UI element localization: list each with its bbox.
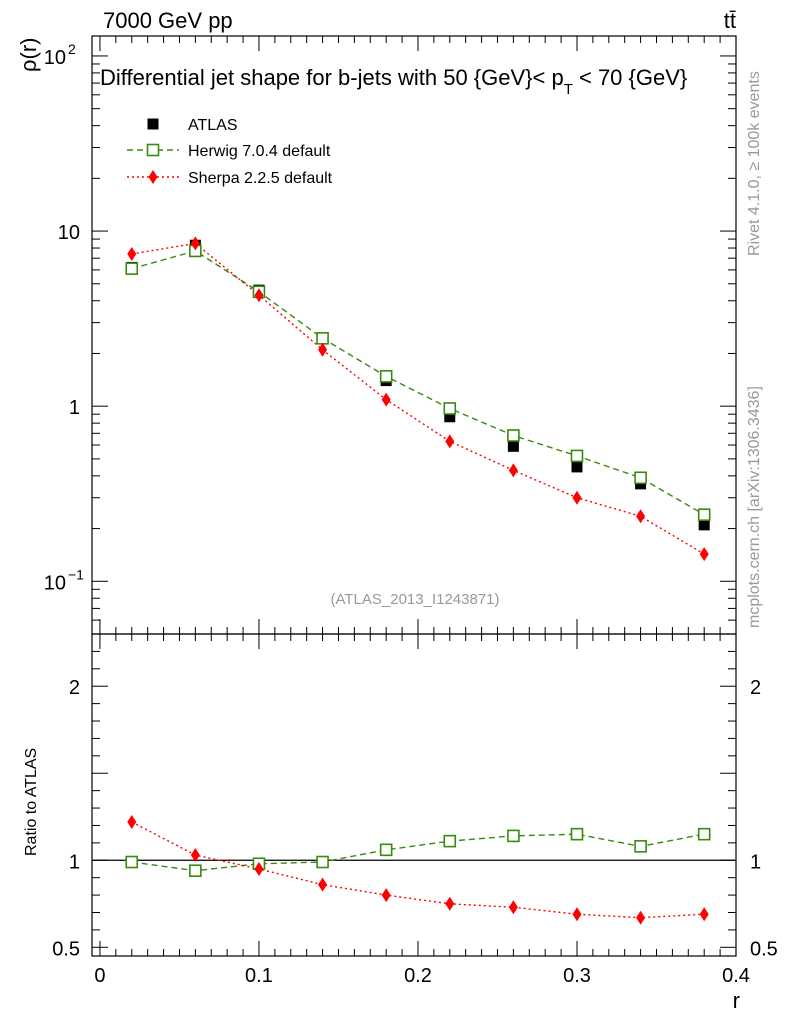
sherpa-legend-marker [148,170,158,184]
herwig-ratio-point [570,827,584,841]
atlas-point [507,440,519,452]
herwig-legend-marker [146,143,160,157]
y-tick-label: 10 [58,222,80,244]
herwig-point [379,370,393,383]
atlas-legend-marker [147,118,159,130]
sherpa-point [190,236,200,251]
ratio-y-tick-label-right: 1 [750,851,761,873]
sherpa-ratio-point [508,900,518,915]
y-tick-label: 10 [44,47,66,69]
y-tick-label: 10 [44,572,66,594]
ratio-y-tick-label: 1 [69,851,80,873]
sherpa-ratio-point [318,877,328,892]
herwig-ratio-point [379,843,393,857]
sherpa-point [318,342,328,357]
herwig-line-ratio [131,833,705,872]
herwig-ratio-point [443,834,457,848]
sherpa-ratio-point [699,907,709,922]
x-tick-label: 0.2 [404,965,432,987]
sherpa-point [699,547,709,562]
herwig-point [634,471,647,485]
herwig-ratio-point [634,840,647,853]
series-lines [131,242,705,919]
herwig-ratio-point [697,827,711,841]
atlas-point [698,519,710,531]
sherpa-ratio-point [190,848,200,863]
x-tick-label: 0.1 [245,965,273,987]
y-tick-exponent: −1 [68,566,84,582]
analysis-watermark: (ATLAS_2013_I1243871) [330,591,499,608]
chart-title: Differential jet shape for b-jets with 5… [100,65,687,98]
sherpa-point [127,246,137,261]
sherpa-line-main [131,242,705,555]
atlas-point [444,411,456,423]
title-subscript: T [564,81,573,98]
herwig-point [697,508,711,522]
ratio-panel-frame [91,633,737,957]
process-label: tt̄ [724,8,736,33]
herwig-legend-label: Herwig 7.0.4 default [188,143,331,160]
sherpa-ratio-point [381,888,391,903]
herwig-ratio-point [125,855,139,869]
sherpa-ratio-point [572,907,582,922]
y-axis-label-main: ρ(r) [16,38,41,73]
mcplots-source-label: mcplots.cern.ch [arXiv:1306.3436] [746,386,763,628]
energy-label: 7000 GeV pp [103,8,233,33]
sherpa-point [572,490,582,505]
ratio-y-tick-label: 2 [69,677,80,699]
sherpa-line-ratio [131,821,705,919]
ratio-y-tick-label: 0.5 [52,938,80,960]
title-main: Differential jet shape for b-jets with 5… [100,65,564,90]
herwig-ratio-point [507,829,520,843]
x-axis-label: r [733,988,740,1013]
herwig-point [507,429,520,442]
series-markers [125,236,711,925]
herwig-ratio-point [316,855,329,869]
sherpa-ratio-point [127,814,137,829]
ratio-y-tick-label-right: 2 [750,677,761,699]
x-tick-label: 0.4 [722,965,750,987]
y-tick-label: 1 [69,397,80,419]
atlas-point [571,461,583,473]
atlas-legend-label: ATLAS [188,117,238,134]
herwig-point [570,449,584,463]
sherpa-ratio-point [636,910,646,925]
sherpa-legend-label: Sherpa 2.2.5 default [188,170,333,187]
ratio-y-tick-label-right: 0.5 [750,938,778,960]
sherpa-ratio-point [254,861,264,876]
sherpa-point [636,509,646,524]
panel-frames [91,35,737,957]
herwig-point [443,402,457,415]
title-tail: < 70 {GeV} [573,65,687,90]
sherpa-point [445,434,455,449]
herwig-point [316,332,329,345]
herwig-line-main [131,250,705,516]
ratio-panel-ticks: 0 0.1 0.2 0.3 0.40.5 0.51 12 2 [52,633,778,987]
x-tick-label: 0.3 [563,965,591,987]
x-tick-label: 0 [94,965,105,987]
sherpa-point [381,392,391,407]
y-axis-label-ratio: Ratio to ATLAS [23,748,40,856]
sherpa-point [254,288,264,303]
rivet-version-label: Rivet 4.1.0, ≥ 100k events [746,71,763,256]
sherpa-point [508,463,518,478]
y-tick-exponent: 2 [68,41,76,57]
sherpa-ratio-point [445,896,455,911]
herwig-point [125,262,139,275]
herwig-ratio-point [189,864,202,878]
legend: ATLAS Herwig 7.0.4 default Sherpa 2.2.5 de… [127,117,333,187]
